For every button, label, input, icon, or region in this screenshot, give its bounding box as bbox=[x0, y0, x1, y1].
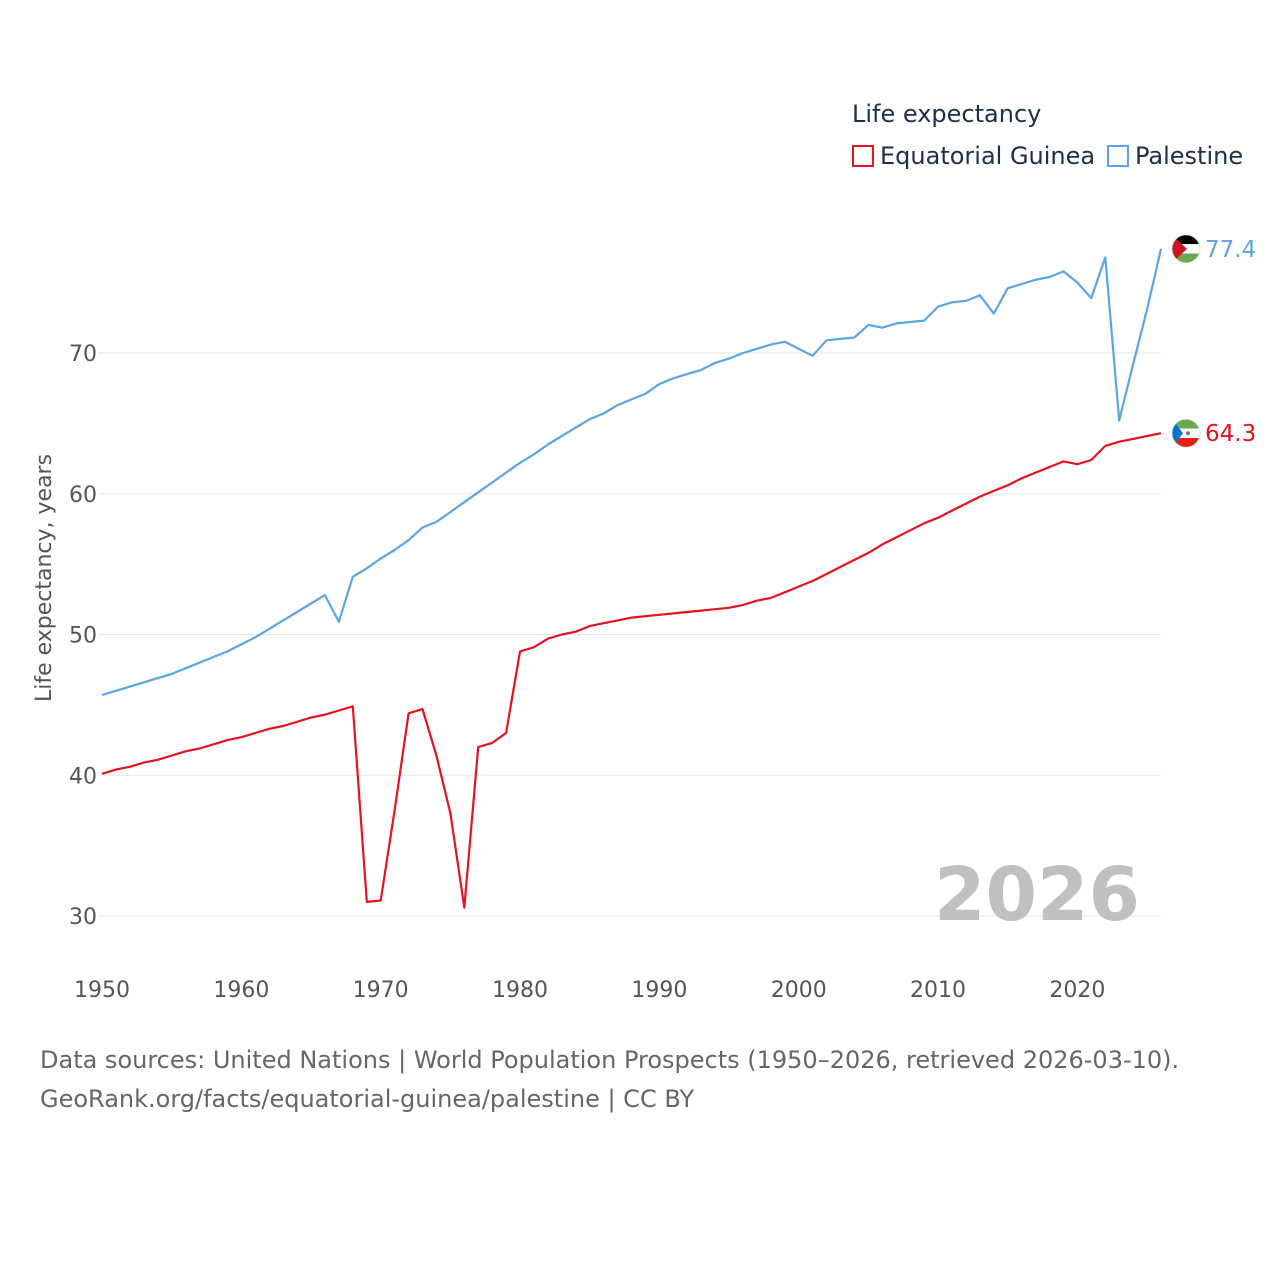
x-tick-label: 1950 bbox=[74, 978, 130, 1003]
series-end-markers: 64.3 77.4 bbox=[1171, 234, 1256, 448]
x-tick-label: 1970 bbox=[353, 978, 409, 1003]
x-tick-label: 2010 bbox=[910, 978, 966, 1003]
series-line-palestine bbox=[101, 248, 1163, 697]
legend-swatch-palestine bbox=[1107, 145, 1129, 167]
end-label-equatorial-guinea: 64.3 bbox=[1205, 421, 1256, 447]
x-tick-label: 2000 bbox=[771, 978, 827, 1003]
source-line: Data sources: United Nations | World Pop… bbox=[40, 1046, 1180, 1074]
legend-item-equatorial-guinea[interactable]: Equatorial Guinea bbox=[852, 142, 1095, 170]
series-line-equatorial-guinea bbox=[101, 432, 1162, 909]
x-tick-label: 2020 bbox=[1049, 978, 1105, 1003]
y-tick-label: 70 bbox=[69, 342, 97, 367]
gridlines bbox=[98, 352, 1161, 917]
legend-label-equatorial-guinea: Equatorial Guinea bbox=[880, 142, 1096, 170]
end-label-palestine: 77.4 bbox=[1205, 237, 1256, 263]
legend-item-palestine[interactable]: Palestine bbox=[1107, 142, 1243, 170]
source-url: GeoRank.org/facts/equatorial-guinea/pale… bbox=[40, 1085, 695, 1113]
flag-icon-palestine bbox=[1171, 234, 1201, 264]
series-lines bbox=[101, 248, 1163, 909]
y-tick-label: 60 bbox=[69, 483, 97, 508]
x-tick-label: 1960 bbox=[213, 978, 269, 1003]
y-axis-label: Life expectancy, years bbox=[32, 454, 57, 702]
legend-swatch-equatorial-guinea bbox=[852, 145, 874, 167]
legend-title: Life expectancy bbox=[852, 100, 1042, 128]
x-tick-label: 1990 bbox=[631, 978, 687, 1003]
y-tick-label: 40 bbox=[69, 764, 97, 789]
x-tick-label: 1980 bbox=[492, 978, 548, 1003]
y-axis-ticks: 30 40 50 60 70 bbox=[69, 342, 97, 930]
x-axis-ticks: 1950 1960 1970 1980 1990 2000 2010 2020 bbox=[74, 978, 1105, 1003]
legend-label-palestine: Palestine bbox=[1135, 142, 1244, 170]
y-tick-label: 30 bbox=[69, 905, 97, 930]
y-tick-label: 50 bbox=[69, 624, 97, 649]
year-watermark: 2026 bbox=[934, 852, 1140, 938]
flag-icon-equatorial-guinea bbox=[1171, 418, 1201, 448]
